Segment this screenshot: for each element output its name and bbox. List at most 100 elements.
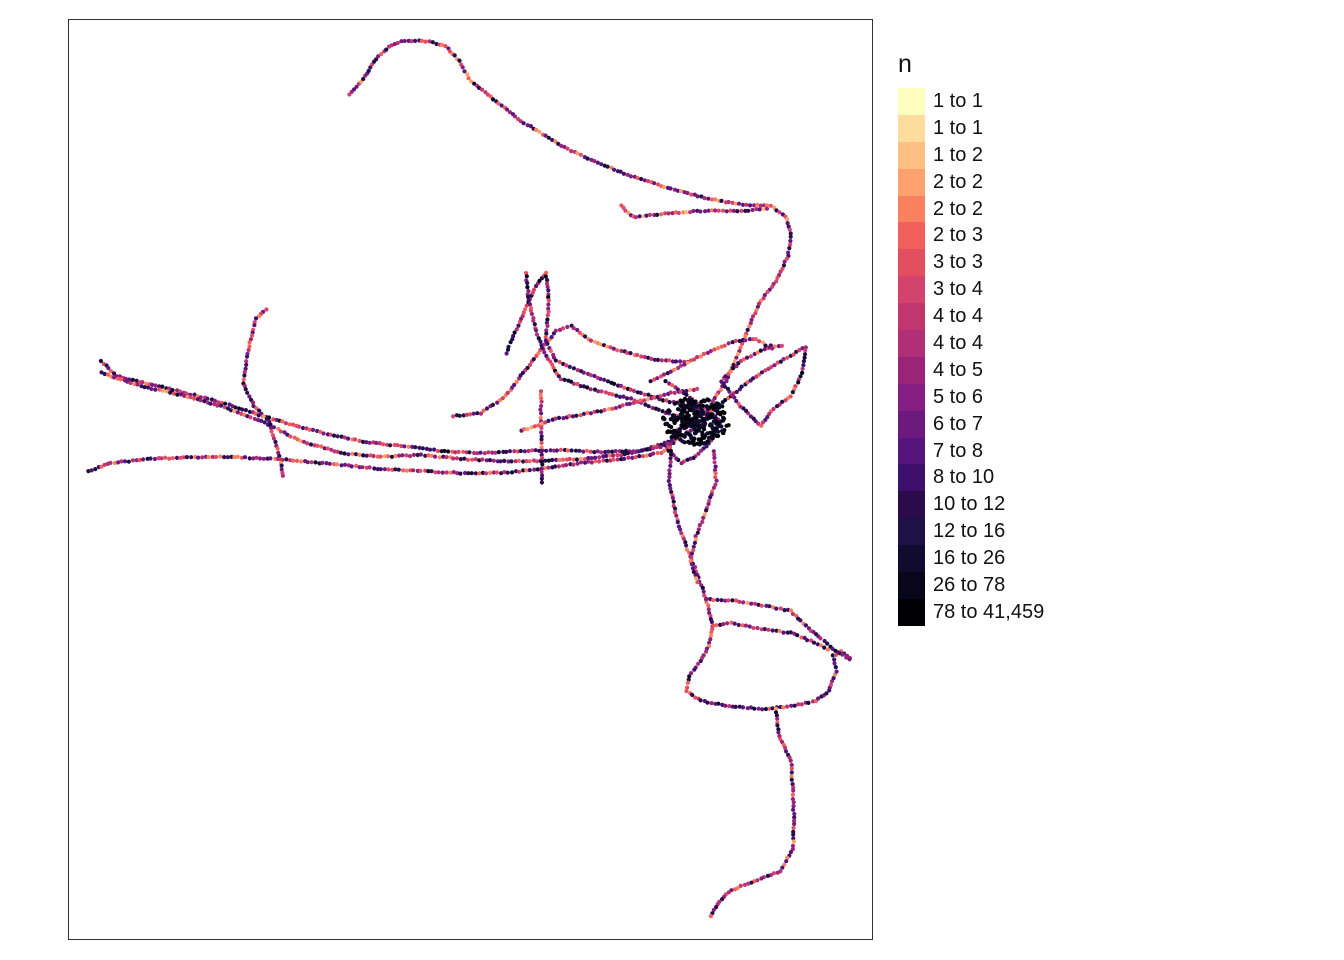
hex-cell xyxy=(647,447,653,452)
hex-cell xyxy=(775,870,780,875)
hex-cell xyxy=(790,611,796,617)
hex-cell xyxy=(685,190,690,196)
hex-cell xyxy=(418,452,423,457)
hex-cell xyxy=(833,648,838,653)
hex-cell xyxy=(538,407,543,412)
hex-cell xyxy=(734,398,739,404)
hex-cell xyxy=(651,395,657,400)
hex-cell xyxy=(252,416,257,422)
hex-cell xyxy=(402,38,407,44)
hex-cell xyxy=(140,380,145,385)
hex-cell xyxy=(507,449,512,454)
hex-cell xyxy=(126,459,131,464)
hex-cell xyxy=(569,379,574,384)
hex-cell xyxy=(659,212,664,217)
hex-cell xyxy=(749,601,754,606)
hex-cell xyxy=(674,513,679,518)
hex-cell xyxy=(218,403,224,408)
hex-cell xyxy=(716,208,721,213)
hex-cell xyxy=(605,344,610,349)
hex-cell xyxy=(691,387,697,393)
hex-cell xyxy=(661,185,667,190)
hex-cell xyxy=(411,452,416,457)
hex-cell xyxy=(784,256,790,261)
hex-cell xyxy=(757,301,762,306)
hex-cell xyxy=(744,408,749,413)
hex-cell xyxy=(669,435,674,440)
hex-cell xyxy=(522,427,527,432)
hex-cell xyxy=(524,459,529,464)
hex-cell xyxy=(688,423,693,428)
hex-cell xyxy=(376,54,381,59)
legend-swatch xyxy=(898,249,925,277)
hex-cell xyxy=(735,209,740,214)
hex-cell xyxy=(601,458,606,463)
hex-cell xyxy=(701,515,706,521)
hex-cell xyxy=(783,398,788,403)
hex-cell xyxy=(490,97,496,102)
hex-cell xyxy=(776,727,781,732)
hex-cell xyxy=(557,458,562,463)
hex-cell xyxy=(703,209,708,214)
hex-cell xyxy=(198,398,203,403)
hex-cell xyxy=(706,435,712,440)
hex-cell xyxy=(261,456,266,461)
hex-cell xyxy=(516,458,522,463)
hex-cell xyxy=(244,354,250,359)
hex-cell xyxy=(661,416,666,421)
hex-cell xyxy=(589,460,594,465)
hex-cell xyxy=(562,144,567,149)
hex-cell xyxy=(789,770,794,775)
hex-cell xyxy=(525,427,530,432)
hex-cell xyxy=(429,469,434,474)
hex-cell xyxy=(625,396,630,401)
hex-cell xyxy=(684,210,689,215)
hex-cell xyxy=(149,386,154,392)
hex-cell xyxy=(801,363,806,368)
hex-cell xyxy=(701,441,706,446)
hex-cell xyxy=(776,730,781,735)
hex-cell xyxy=(301,439,307,444)
hex-cell xyxy=(477,471,482,476)
hex-cell xyxy=(456,449,461,454)
hex-cell xyxy=(546,309,551,314)
hex-cell xyxy=(736,352,741,357)
hex-cell xyxy=(709,197,715,202)
hex-cell xyxy=(524,271,529,276)
hex-cell xyxy=(99,370,104,375)
hex-cell xyxy=(361,453,366,458)
hex-cell xyxy=(247,394,252,399)
hex-cell xyxy=(791,825,796,831)
legend-swatch xyxy=(898,356,925,384)
hex-cell xyxy=(455,471,460,476)
hex-cell xyxy=(751,625,756,631)
hex-cell xyxy=(679,531,684,536)
hex-cell xyxy=(700,519,705,525)
hex-cell xyxy=(692,667,697,672)
hex-cell xyxy=(664,358,669,363)
legend-swatch xyxy=(898,383,925,411)
hex-cell xyxy=(696,661,701,666)
hex-cell xyxy=(116,460,121,465)
hex-cell xyxy=(546,465,551,470)
hex-cell xyxy=(708,914,714,919)
hex-cell xyxy=(457,413,462,418)
hex-cell xyxy=(462,470,468,476)
hex-cell xyxy=(543,133,548,138)
hex-cell xyxy=(457,58,462,63)
hex-cell xyxy=(543,458,548,463)
legend-item: 12 to 16 xyxy=(898,518,1044,546)
hex-cell xyxy=(773,710,779,715)
hex-cell xyxy=(585,385,590,390)
hex-cell xyxy=(667,468,672,473)
hex-cell xyxy=(672,510,678,515)
hex-cell xyxy=(655,357,661,362)
hex-cell xyxy=(328,432,333,437)
hex-cell xyxy=(780,865,785,870)
hex-cell xyxy=(790,796,796,802)
hex-cell xyxy=(470,457,475,462)
hex-cell xyxy=(332,433,337,438)
hex-cell xyxy=(578,152,584,157)
hex-cell xyxy=(715,346,721,351)
hex-cell xyxy=(142,385,147,390)
